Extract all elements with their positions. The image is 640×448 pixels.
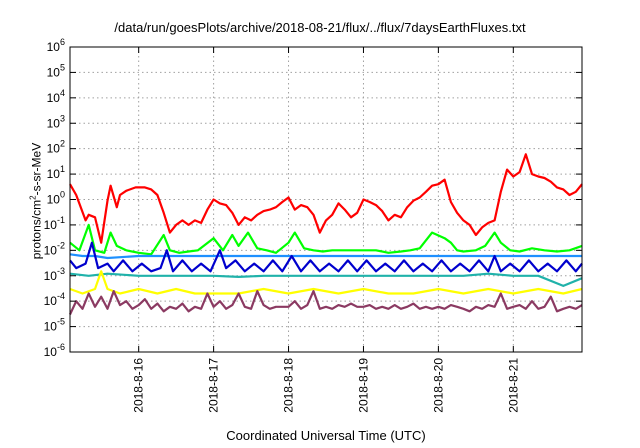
chart-title: /data/run/goesPlots/archive/2018-08-21/f… xyxy=(114,20,526,35)
series-line-4 xyxy=(69,241,583,273)
x-tick-label: 2018-8-21 xyxy=(506,358,520,413)
y-tick-label: 105 xyxy=(47,62,65,79)
x-tick-label: 2018-8-16 xyxy=(132,358,146,413)
y-tick-exponent: 1 xyxy=(60,164,65,174)
series-line-1 xyxy=(69,153,583,244)
y-tick-label: 102 xyxy=(47,139,65,156)
y-tick-base: 10 xyxy=(47,193,61,207)
axis-layer: 10-610-510-410-310-210-11001011021031041… xyxy=(44,37,583,413)
y-tick-exponent: -4 xyxy=(57,291,65,301)
y-tick-base: 10 xyxy=(47,167,61,181)
y-tick-exponent: 4 xyxy=(60,88,65,98)
y-tick-label: 10-4 xyxy=(44,291,65,308)
y-tick-exponent: 2 xyxy=(60,139,65,149)
y-tick-label: 106 xyxy=(47,37,65,54)
y-tick-label: 10-5 xyxy=(44,317,65,334)
y-tick-label: 100 xyxy=(47,190,65,207)
y-tick-exponent: 5 xyxy=(60,62,65,72)
y-tick-label: 10-1 xyxy=(44,215,65,232)
y-tick-label: 104 xyxy=(47,88,65,105)
y-tick-base: 10 xyxy=(44,243,58,257)
y-tick-exponent: 0 xyxy=(60,190,65,200)
y-tick-exponent: -3 xyxy=(57,266,65,276)
y-tick-exponent: -5 xyxy=(57,317,65,327)
y-tick-base: 10 xyxy=(44,218,58,232)
y-tick-exponent: 3 xyxy=(60,113,65,123)
y-tick-base: 10 xyxy=(47,40,61,54)
y-tick-base: 10 xyxy=(44,345,58,359)
y-tick-label: 10-6 xyxy=(44,342,65,359)
y-tick-base: 10 xyxy=(47,116,61,130)
x-tick-label: 2018-8-19 xyxy=(356,358,370,413)
y-tick-exponent: -1 xyxy=(57,215,65,225)
series-line-5 xyxy=(69,272,583,287)
y-tick-base: 10 xyxy=(44,320,58,334)
y-tick-base: 10 xyxy=(44,269,58,283)
y-tick-label: 10-3 xyxy=(44,266,65,283)
grid-layer xyxy=(70,47,582,352)
x-tick-label: 2018-8-17 xyxy=(207,358,221,413)
y-tick-base: 10 xyxy=(47,65,61,79)
y-tick-label: 103 xyxy=(47,113,65,130)
x-tick-label: 2018-8-18 xyxy=(282,358,296,413)
y-tick-label: 10-2 xyxy=(44,240,65,257)
x-axis-label: Coordinated Universal Time (UTC) xyxy=(226,428,426,443)
y-tick-base: 10 xyxy=(44,294,58,308)
y-tick-base: 10 xyxy=(47,142,61,156)
x-tick-label: 2018-8-20 xyxy=(431,358,445,413)
plot-frame xyxy=(69,46,583,353)
y-tick-exponent: -6 xyxy=(57,342,65,352)
series-line-7 xyxy=(69,290,583,315)
y-tick-label: 101 xyxy=(47,164,65,181)
series-line-6 xyxy=(69,270,583,295)
y-tick-exponent: -2 xyxy=(57,240,65,250)
series-line-3 xyxy=(69,253,582,260)
y-tick-exponent: 6 xyxy=(60,37,65,47)
series-line-2 xyxy=(69,223,583,256)
series-layer xyxy=(69,153,583,315)
y-tick-base: 10 xyxy=(47,91,61,105)
